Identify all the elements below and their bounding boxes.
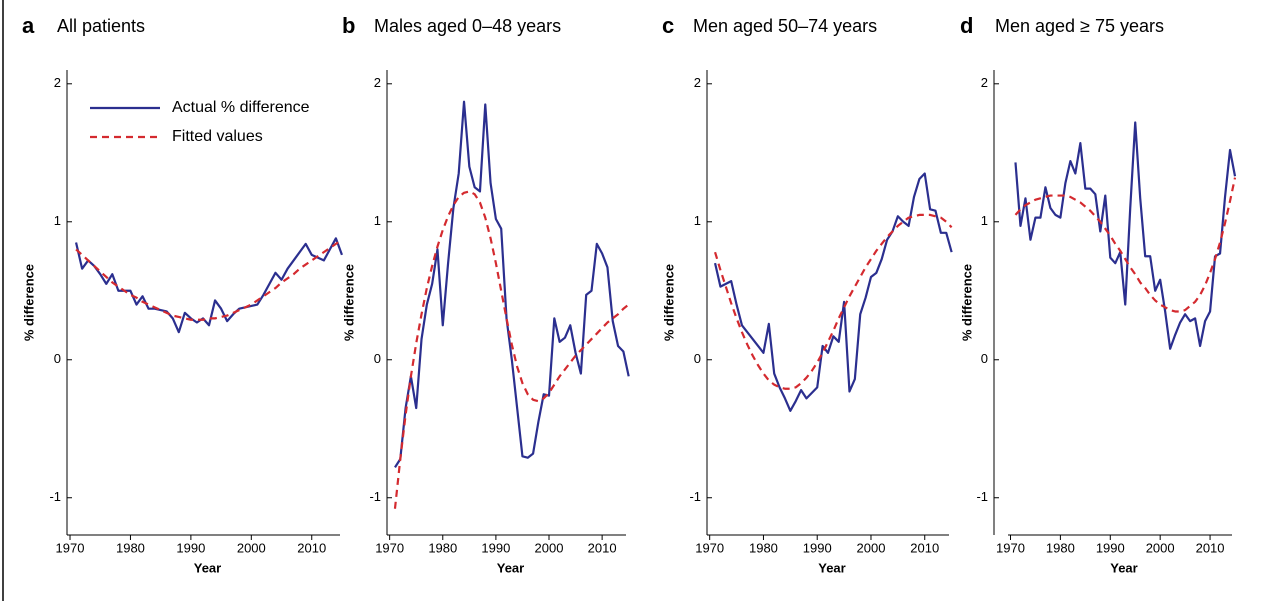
series-line (713, 172, 953, 412)
x-tick-label: 2010 (1196, 540, 1225, 555)
legend-label: Actual % difference (172, 99, 310, 116)
y-axis-title: % difference (661, 264, 676, 341)
x-tick-label: 1970 (56, 540, 85, 555)
x-axis-title: Year (194, 560, 221, 575)
panel-label: c (662, 13, 674, 38)
y-tick-label: 1 (374, 213, 381, 228)
series-line (1014, 121, 1237, 350)
y-tick-label: 2 (374, 75, 381, 90)
y-tick-label: 0 (981, 351, 988, 366)
series-line (74, 237, 343, 334)
x-tick-label: 1970 (996, 540, 1025, 555)
panel-label: d (960, 13, 973, 38)
y-tick-label: 0 (694, 351, 701, 366)
x-tick-label: 2010 (297, 540, 326, 555)
x-tick-label: 2000 (857, 540, 886, 555)
x-tick-label: 2000 (237, 540, 266, 555)
x-tick-label: 1990 (803, 540, 832, 555)
panel-title: Men aged 50–74 years (693, 16, 877, 36)
x-tick-label: 1990 (176, 540, 205, 555)
panel-title: Males aged 0–48 years (374, 16, 561, 36)
y-tick-label: -1 (976, 489, 988, 504)
series-line (75, 238, 343, 321)
x-tick-label: 2000 (1146, 540, 1175, 555)
y-tick-label: -1 (689, 489, 701, 504)
panel-label: b (342, 13, 355, 38)
x-tick-label: 1970 (375, 540, 404, 555)
x-tick-label: 1980 (116, 540, 145, 555)
x-tick-label: 1980 (1046, 540, 1075, 555)
y-tick-label: 0 (374, 351, 381, 366)
panel-title: Men aged ≥ 75 years (995, 16, 1164, 36)
y-axis-title: % difference (341, 264, 356, 341)
x-tick-label: 1970 (695, 540, 724, 555)
x-tick-label: 1990 (1096, 540, 1125, 555)
panel-title: All patients (57, 16, 145, 36)
x-axis-title: Year (497, 560, 524, 575)
y-tick-label: 0 (54, 351, 61, 366)
y-tick-label: 1 (54, 213, 61, 228)
x-tick-label: 1980 (428, 540, 457, 555)
y-tick-label: 2 (981, 75, 988, 90)
legend-label: Fitted values (172, 128, 263, 145)
x-tick-label: 1990 (481, 540, 510, 555)
x-axis-title: Year (1110, 560, 1137, 575)
y-tick-label: 2 (694, 75, 701, 90)
y-tick-label: 1 (981, 213, 988, 228)
series-line (393, 190, 630, 509)
panel-label: a (22, 13, 35, 38)
x-tick-label: 2010 (588, 540, 617, 555)
y-axis-title: % difference (959, 264, 974, 341)
y-tick-label: -1 (369, 489, 381, 504)
x-tick-label: 2000 (535, 540, 564, 555)
series-line (714, 213, 953, 390)
x-tick-label: 2010 (910, 540, 939, 555)
y-tick-label: 2 (54, 75, 61, 90)
y-tick-label: -1 (49, 489, 61, 504)
y-axis-title: % difference (21, 264, 36, 341)
x-tick-label: 1980 (749, 540, 778, 555)
series-line (1014, 177, 1237, 313)
y-tick-label: 1 (694, 213, 701, 228)
series-line (394, 100, 630, 468)
x-axis-title: Year (818, 560, 845, 575)
